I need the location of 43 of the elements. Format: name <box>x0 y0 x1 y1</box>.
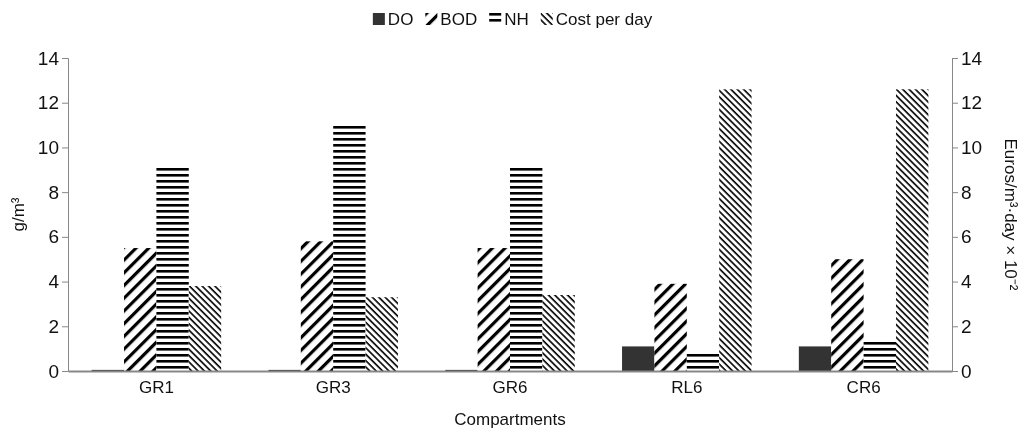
bar <box>863 341 896 371</box>
y2-axis-title: Euros/m³·day × 10⁻² <box>1001 138 1020 291</box>
y-tick-label: 10 <box>37 137 59 159</box>
bar <box>654 283 687 371</box>
x-tick-label: RL6 <box>671 377 703 397</box>
bar <box>831 259 864 371</box>
y2-tick-label: 12 <box>961 92 983 114</box>
legend-label: BOD <box>440 10 478 29</box>
bar <box>510 165 543 371</box>
y-tick-label: 12 <box>37 92 59 114</box>
y2-tick-label: 2 <box>961 315 972 337</box>
bar <box>477 248 510 371</box>
y-tick-label: 2 <box>48 315 59 337</box>
y-tick-label: 14 <box>37 47 60 69</box>
bar <box>719 89 752 371</box>
bar <box>300 241 334 371</box>
y2-tick-label: 8 <box>961 181 972 203</box>
x-axis-title: Compartments <box>454 410 566 429</box>
y-tick-label: 4 <box>48 271 60 293</box>
x-tick-label: GR1 <box>138 377 174 397</box>
bar <box>365 297 398 371</box>
bar <box>686 353 720 371</box>
y2-tick-label: 10 <box>961 137 983 159</box>
legend-label: Cost per day <box>555 10 653 29</box>
y2-tick-label: 0 <box>961 360 972 382</box>
legend-label: DO <box>387 10 414 29</box>
y-tick-label: 0 <box>48 360 59 382</box>
bar <box>895 89 929 371</box>
y-tick-label: 6 <box>48 226 59 248</box>
legend-label: NH <box>504 10 529 29</box>
bar <box>798 346 832 371</box>
bar <box>156 165 189 371</box>
y2-tick-label: 6 <box>961 226 972 248</box>
bar <box>124 248 157 371</box>
y-tick-label: 8 <box>48 181 59 203</box>
y2-tick-label: 4 <box>961 271 972 293</box>
x-tick-label: GR6 <box>492 377 528 397</box>
bar <box>333 125 366 371</box>
y2-tick-label: 14 <box>961 47 983 69</box>
x-tick-label: GR3 <box>315 377 351 397</box>
bar <box>622 346 655 371</box>
x-tick-label: CR6 <box>846 377 881 397</box>
y-axis-title: g/m³ <box>9 197 28 232</box>
